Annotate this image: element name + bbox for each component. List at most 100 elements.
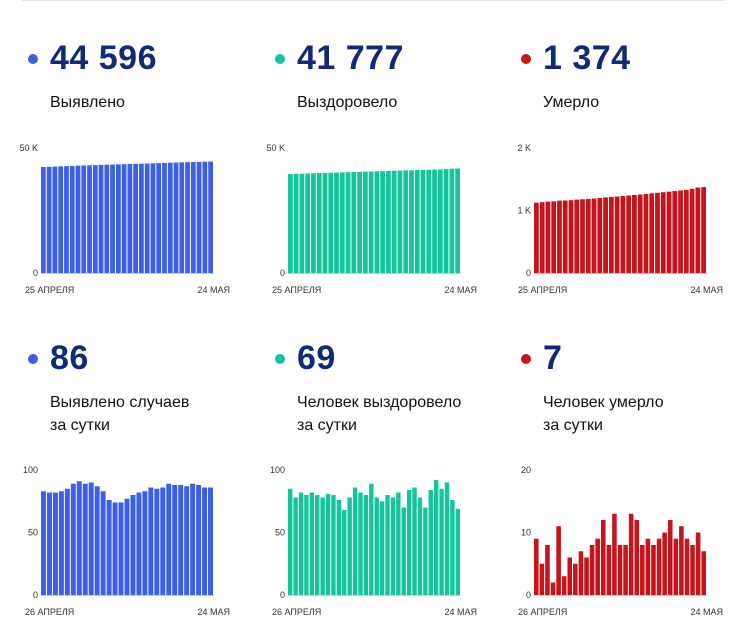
panel-header: 69 Человек выздоровело за сутки	[269, 338, 499, 434]
bar	[178, 485, 184, 595]
bar	[162, 162, 167, 273]
bar	[608, 197, 614, 273]
bar	[139, 163, 144, 273]
bar	[64, 166, 69, 273]
bar	[701, 551, 706, 595]
bar	[288, 488, 293, 595]
bar	[202, 161, 208, 273]
bar	[701, 187, 706, 274]
bar	[637, 194, 643, 273]
bar	[660, 192, 666, 273]
y-tick-label: 1 K	[517, 206, 531, 216]
bar	[142, 491, 148, 595]
bar	[591, 198, 597, 273]
bar	[567, 557, 573, 595]
bar	[52, 492, 58, 595]
bar	[444, 482, 450, 595]
bar	[179, 162, 185, 273]
y-tick-label: 0	[280, 590, 285, 600]
legend-dot	[28, 54, 38, 64]
bar	[160, 487, 166, 595]
bar-chart: 0 50 100 26 АПРЕЛЯ 24 МАЯ	[270, 465, 477, 617]
metric-value: 86	[50, 339, 89, 377]
metric-label: Человек умерло	[543, 394, 664, 411]
x-end-label: 24 МАЯ	[690, 285, 723, 295]
panel-header: 44 596 Выявлено	[22, 38, 252, 118]
bar	[156, 163, 162, 273]
bar	[298, 492, 304, 595]
bar	[173, 162, 179, 273]
bar	[305, 173, 311, 273]
y-tick-label: 0	[526, 268, 531, 278]
bar	[172, 485, 178, 595]
bar-chart: 0 50 100 26 АПРЕЛЯ 24 МАЯ	[23, 465, 230, 617]
bar	[534, 202, 539, 273]
metric-label-2: за сутки	[297, 417, 357, 434]
panel-header: 7 Человек умерло за сутки	[515, 338, 745, 434]
bar	[369, 483, 374, 595]
bar	[396, 492, 401, 595]
bar	[52, 166, 58, 273]
bar	[380, 171, 386, 273]
bar-chart: 0 50 K 25 АПРЕЛЯ 24 МАЯ	[19, 143, 230, 295]
metric-value: 7	[543, 339, 563, 377]
bar	[94, 486, 100, 595]
bar	[127, 164, 133, 273]
bar	[600, 520, 606, 595]
y-tick-label: 0	[526, 590, 531, 600]
bar	[643, 193, 649, 273]
bar	[304, 495, 309, 595]
bar	[75, 165, 81, 273]
bar	[584, 557, 589, 595]
bar	[41, 167, 46, 273]
bar	[385, 495, 390, 595]
bar	[437, 169, 443, 273]
bar	[334, 172, 339, 273]
bar	[331, 495, 336, 595]
y-tick-label: 2 K	[517, 143, 531, 153]
bar	[154, 488, 160, 595]
bar	[339, 172, 345, 273]
bar	[358, 492, 363, 595]
bar	[208, 487, 213, 595]
bar	[662, 532, 667, 595]
bar	[106, 500, 112, 595]
bar	[112, 502, 118, 595]
bar	[649, 193, 655, 274]
bar	[320, 497, 325, 595]
bar	[545, 201, 551, 274]
bar	[293, 173, 299, 273]
bar	[556, 526, 561, 595]
bar	[352, 487, 358, 595]
x-start-label: 25 АПРЕЛЯ	[518, 285, 567, 295]
bar	[190, 483, 196, 595]
bar	[597, 198, 603, 273]
bar	[390, 497, 396, 595]
bar	[133, 163, 139, 273]
x-end-label: 24 МАЯ	[197, 607, 230, 617]
bar	[115, 164, 121, 274]
bar	[121, 164, 127, 273]
metric-value: 69	[297, 339, 336, 377]
bar	[439, 488, 444, 595]
bar	[196, 161, 202, 273]
bar	[426, 169, 432, 273]
bar	[617, 545, 623, 595]
bar	[144, 163, 150, 273]
bar	[573, 563, 578, 595]
bar	[130, 495, 136, 595]
metric-value: 44 596	[50, 39, 157, 77]
bar	[58, 166, 64, 274]
bar	[150, 163, 156, 273]
bar	[428, 490, 433, 595]
y-tick-label: 0	[280, 268, 285, 278]
legend-dot	[275, 354, 285, 364]
bar	[574, 199, 580, 273]
y-tick-label: 0	[33, 590, 38, 600]
bar	[626, 195, 632, 273]
bar	[357, 171, 362, 273]
y-tick-label: 10	[521, 528, 531, 538]
bar-chart: 0 10 20 26 АПРЕЛЯ 24 МАЯ	[518, 465, 723, 617]
bar	[695, 187, 701, 273]
bar	[695, 532, 701, 595]
